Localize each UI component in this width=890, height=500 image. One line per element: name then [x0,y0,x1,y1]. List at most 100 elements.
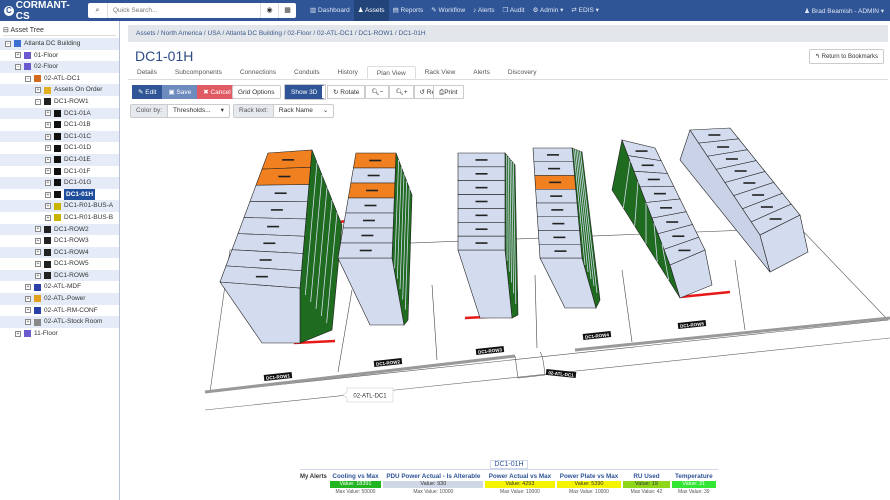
tree-item[interactable]: + DC1-01F [0,166,119,178]
expand-icon[interactable]: + [45,214,51,221]
alert-metric[interactable]: Cooling vs Max Value: 18391 Max Value: 500… [329,473,382,496]
tree-item[interactable]: + DC1-01G [0,177,119,189]
nav-dashboard[interactable]: ▥ Dashboard [306,0,354,21]
show-3d-toggle[interactable]: Show 3D [283,84,327,100]
search-icon[interactable]: ⌕ [88,3,108,18]
zoom-in-button[interactable]: 🔍︎+ [389,85,414,99]
expand-icon[interactable]: + [45,121,51,128]
search-input[interactable] [108,7,260,14]
partition-line [431,284,438,361]
expand-icon[interactable]: + [25,319,31,326]
tree-item-label: 11-Floor [34,329,58,337]
nav-audit[interactable]: ❐ Audit [498,0,528,21]
nav-assets[interactable]: ♟ Assets [353,0,389,21]
tree-item[interactable]: − 02-ATL-DC1 [0,73,119,85]
door-label: 02-ATL-DC1 [548,370,574,378]
rack-text-select[interactable]: Rack text: Rack Name ⌄ [233,104,335,118]
tree-item[interactable]: +02-ATL-RM-CONF [0,305,119,317]
expand-icon[interactable]: + [45,168,51,175]
rack-side-divider [573,148,586,266]
rotate-button[interactable]: ↻ Rotate [327,85,366,99]
tree-item[interactable]: +02-ATL-MDF [0,281,119,293]
tree-item[interactable]: + DC1-01A [0,107,119,120]
expand-icon[interactable]: + [35,226,41,233]
tree-item[interactable]: +02-ATL-Stock Room [0,316,119,328]
tree-item[interactable]: − DC1-ROW1 [0,96,119,108]
expand-icon[interactable]: + [35,237,41,244]
expand-icon[interactable]: + [45,110,51,117]
nav-alerts[interactable]: ♪ Alerts [469,0,498,21]
grid-options-button[interactable]: Grid Options [232,85,281,99]
tree-item[interactable]: + DC1-01C [0,130,119,143]
tree-item[interactable]: − Atlanta DC Building [0,38,119,50]
collapse-icon[interactable]: − [15,63,21,70]
tree-item[interactable]: +02-ATL-Power [0,293,119,305]
tree-item[interactable]: + DC1-01E [0,153,119,166]
alert-name: Power Actual vs Max [488,473,552,480]
expand-icon[interactable]: + [15,52,21,59]
qr-code-icon[interactable]: ▦ [278,3,296,18]
tree-item[interactable]: − 02-Floor [0,61,119,73]
nav-reports[interactable]: ▤ Reports [389,0,428,21]
expand-icon[interactable]: + [15,330,21,337]
tree-item[interactable]: +11-Floor [0,328,119,340]
tree-item[interactable]: + DC1-R01-BUS-A [0,200,119,212]
tab-history[interactable]: History [337,69,358,76]
tree-item[interactable]: +01-Floor [0,50,119,62]
alert-metric[interactable]: PDU Power Actual - Is Alterable Value: 93… [383,473,484,496]
tree-item[interactable]: + DC1-ROW2 [0,223,119,236]
logo[interactable]: C CORMANT-CS [4,0,82,22]
expand-icon[interactable]: + [25,295,31,302]
tree-item[interactable]: + DC1-R01-BUS-B [0,212,119,224]
expand-icon[interactable]: + [45,133,51,140]
expand-icon[interactable]: + [45,191,51,198]
edit-button[interactable]: ✎ Edit [132,85,163,99]
collapse-icon[interactable]: − [35,98,41,105]
tab-subcomponents[interactable]: Subcomponents [174,69,222,76]
return-to-bookmarks-button[interactable]: ↰ Return to Bookmarks [808,49,884,64]
tree-item[interactable]: + DC1-ROW4 [0,246,119,259]
alert-metric[interactable]: Temperature Value: 21 Max Value: 39 [671,473,716,496]
expand-icon[interactable]: + [45,145,51,152]
tab-rack-view[interactable]: Rack View [424,69,456,76]
tab-connections[interactable]: Connections [239,69,276,76]
tree-item[interactable]: + DC1-ROW6 [0,269,119,282]
expand-icon[interactable]: + [45,179,51,186]
expand-icon[interactable]: + [35,249,41,256]
tab-alerts[interactable]: Alerts [473,69,490,76]
camera-icon[interactable]: ◉ [260,3,278,18]
expand-icon[interactable]: + [35,272,41,279]
zoom-out-button[interactable]: 🔍︎− [365,85,390,99]
tree-item[interactable]: + DC1-01D [0,142,119,154]
breadcrumb[interactable]: Assets / North America / USA / Atlanta D… [128,25,888,42]
tab-details[interactable]: Details [137,69,157,76]
collapse-icon[interactable]: − [5,40,11,47]
expand-icon[interactable]: + [45,203,51,210]
tree-item[interactable]: + DC1-01H [0,188,119,201]
tab-plan-view[interactable]: Plan View [366,66,416,79]
nav-edis[interactable]: ⇄ EDIS ▾ [567,0,603,21]
collapse-icon[interactable]: − [25,75,31,82]
expand-icon[interactable]: + [25,307,31,314]
alert-metric[interactable]: RU Used Value: 19 Max Value: 42 [623,473,670,496]
nav-admin[interactable]: ⚙ Admin ▾ [529,0,568,21]
print-button[interactable]: ⎙Print [433,85,464,99]
expand-icon[interactable]: + [35,87,41,94]
color-by-select[interactable]: Color by: Thresholds... ▾ [130,104,230,118]
tab-conduits[interactable]: Conduits [294,69,320,76]
save-button[interactable]: ▣ Save [162,85,198,99]
cancel-button[interactable]: ✖ Cancel [197,85,237,99]
3d-plan-view[interactable]: DC1-ROW1 DC1-ROW2 DC1-ROW3 DC1-ROW4 DC1-ROW5… [125,125,890,460]
tab-discovery[interactable]: Discovery [507,69,537,76]
tree-item[interactable]: + DC1-01B [0,119,119,131]
tree-item[interactable]: + DC1-ROW3 [0,235,119,247]
expand-icon[interactable]: + [25,284,31,291]
expand-icon[interactable]: + [45,156,51,163]
user-menu[interactable]: ♟ Brad Beamish - ADMIN ▾ [804,7,884,15]
expand-icon[interactable]: + [35,261,41,268]
tree-item[interactable]: + DC1-ROW5 [0,258,119,270]
nav-workflow[interactable]: ✎ Workflow [427,0,469,21]
tree-item[interactable]: + Assets On Order [0,84,119,96]
alert-metric[interactable]: Power Plate vs Max Value: 5390 Max Value: … [556,473,622,496]
alert-metric[interactable]: Power Actual vs Max Value: 4293 Max Value:… [485,473,555,496]
